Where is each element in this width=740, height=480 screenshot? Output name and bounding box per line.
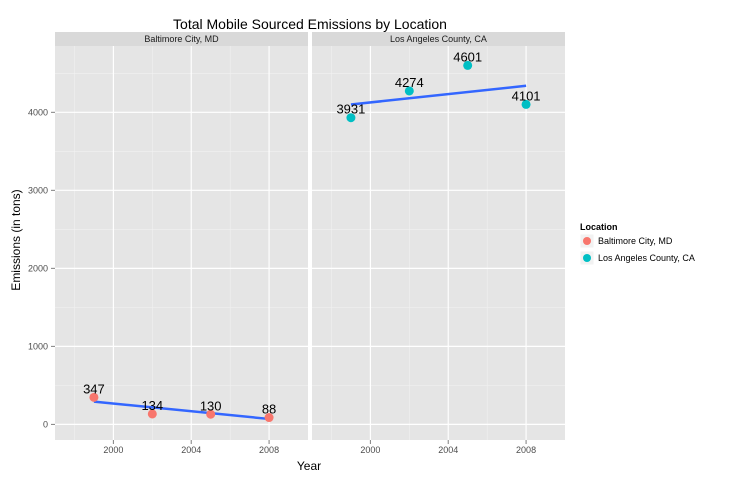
data-label: 130 <box>200 398 222 413</box>
data-label: 4101 <box>512 88 541 103</box>
data-point <box>264 413 274 423</box>
x-tick-label: 2000 <box>360 445 380 455</box>
data-point <box>147 409 157 419</box>
data-point <box>521 99 531 109</box>
chart-title: Total Mobile Sourced Emissions by Locati… <box>173 16 447 32</box>
y-tick-label: 1000 <box>28 341 48 351</box>
facet-strip-label: Baltimore City, MD <box>144 34 219 44</box>
series-group: 3931 4274 4601 4101 <box>336 49 541 123</box>
data-label: 347 <box>83 381 105 396</box>
facet-strip <box>312 32 565 46</box>
legend-entry: Baltimore City, MD <box>579 233 673 249</box>
x-tick-label: 2004 <box>181 445 201 455</box>
series-group: 347 134 130 88 <box>83 381 276 423</box>
data-point <box>89 392 99 402</box>
data-label: 4601 <box>453 49 482 64</box>
data-point <box>206 409 216 419</box>
y-axis: 0 1000 2000 3000 4000 <box>28 107 55 429</box>
y-tick-label: 4000 <box>28 107 48 117</box>
facet-strip <box>55 32 308 46</box>
x-axis-title: Year <box>297 459 321 473</box>
trend-line <box>93 400 270 421</box>
y-axis-title: Emissions (in tons) <box>9 189 23 290</box>
panel-background <box>312 46 565 440</box>
x-axis: 2000 2004 2008 2000 2004 2008 <box>103 440 536 455</box>
data-point <box>404 86 414 96</box>
facet-panel: Los Angeles County, CA <box>312 32 565 440</box>
legend-marker <box>583 254 591 262</box>
trend-line <box>350 84 527 106</box>
data-label: 3931 <box>336 102 365 117</box>
legend-label: Los Angeles County, CA <box>598 253 695 263</box>
y-tick-label: 3000 <box>28 185 48 195</box>
y-tick-label: 2000 <box>28 263 48 273</box>
x-tick-label: 2008 <box>516 445 536 455</box>
data-point <box>346 113 356 123</box>
y-tick-label: 0 <box>43 419 48 429</box>
legend-entry: Los Angeles County, CA <box>579 250 695 266</box>
data-label: 4274 <box>395 75 424 90</box>
facet-panels: Baltimore City, MD Los Angeles County, CA… <box>55 32 565 440</box>
data-label: 134 <box>141 398 163 413</box>
legend: Location Baltimore City, MD Los Angeles C… <box>579 222 695 266</box>
legend-marker <box>583 237 591 245</box>
data-point <box>463 60 473 70</box>
x-tick-label: 2004 <box>438 445 458 455</box>
facet-panel: Baltimore City, MD <box>55 32 308 440</box>
panel-background <box>55 46 308 440</box>
x-tick-label: 2008 <box>259 445 279 455</box>
facet-strip-label: Los Angeles County, CA <box>390 34 487 44</box>
x-tick-label: 2000 <box>103 445 123 455</box>
legend-label: Baltimore City, MD <box>598 236 673 246</box>
legend-title: Location <box>580 222 618 232</box>
data-label: 88 <box>262 402 276 417</box>
